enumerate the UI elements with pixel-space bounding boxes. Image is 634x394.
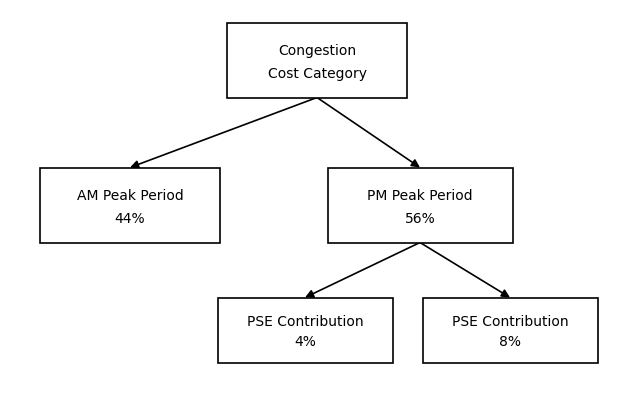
Text: Congestion: Congestion xyxy=(278,44,356,58)
Text: 44%: 44% xyxy=(115,212,145,225)
Bar xyxy=(422,297,597,362)
Text: AM Peak Period: AM Peak Period xyxy=(77,189,183,203)
Text: Cost Category: Cost Category xyxy=(268,67,366,80)
Text: PSE Contribution: PSE Contribution xyxy=(451,315,568,329)
Bar xyxy=(328,167,512,242)
Bar xyxy=(40,167,220,242)
Text: PSE Contribution: PSE Contribution xyxy=(247,315,363,329)
Text: 56%: 56% xyxy=(404,212,436,225)
Text: PM Peak Period: PM Peak Period xyxy=(367,189,473,203)
Text: 4%: 4% xyxy=(294,335,316,349)
Bar xyxy=(217,297,392,362)
Text: 8%: 8% xyxy=(499,335,521,349)
Bar xyxy=(227,22,407,97)
